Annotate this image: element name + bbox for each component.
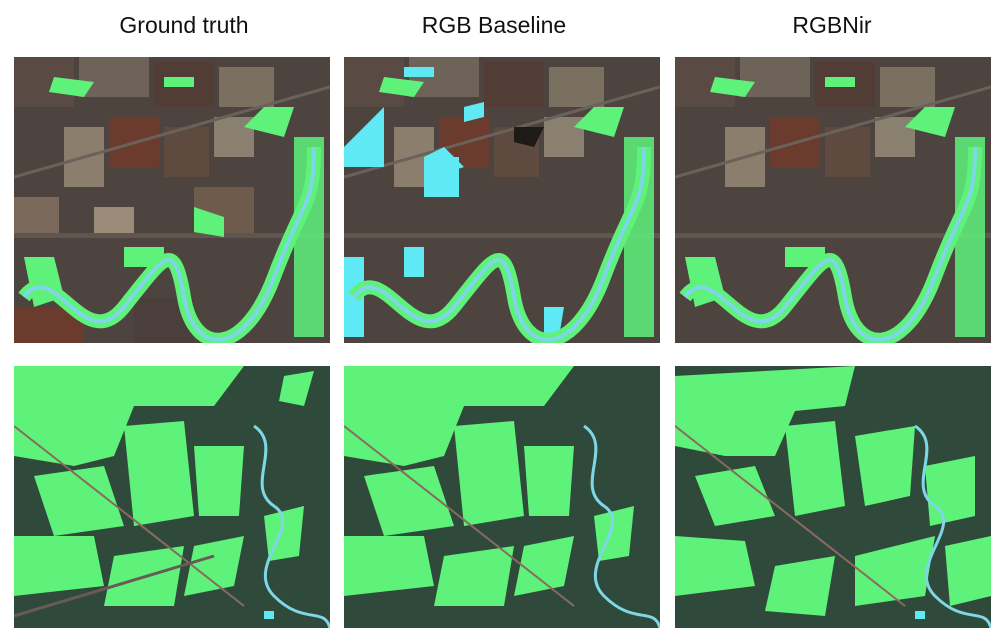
panel-row1-rgb-baseline bbox=[344, 57, 660, 343]
satellite-image-agri-rgb bbox=[344, 57, 660, 343]
panel-row1-ground-truth bbox=[14, 57, 330, 343]
satellite-image-forest-rgbnir bbox=[675, 366, 991, 628]
satellite-image-agri-rgbnir bbox=[675, 57, 991, 343]
panel-row2-rgbnir bbox=[675, 366, 991, 628]
panel-row2-rgb-baseline bbox=[344, 366, 660, 628]
column-title-ground-truth: Ground truth bbox=[119, 12, 249, 38]
satellite-image-agri-gt bbox=[14, 57, 330, 343]
satellite-image-forest-rgb bbox=[344, 366, 660, 628]
satellite-image-forest-gt bbox=[14, 366, 330, 628]
panel-row2-ground-truth bbox=[14, 366, 330, 628]
column-title-rgbnir: RGBNir bbox=[792, 12, 872, 38]
panel-row1-rgbnir bbox=[675, 57, 991, 343]
column-title-rgb-baseline: RGB Baseline bbox=[421, 12, 567, 38]
